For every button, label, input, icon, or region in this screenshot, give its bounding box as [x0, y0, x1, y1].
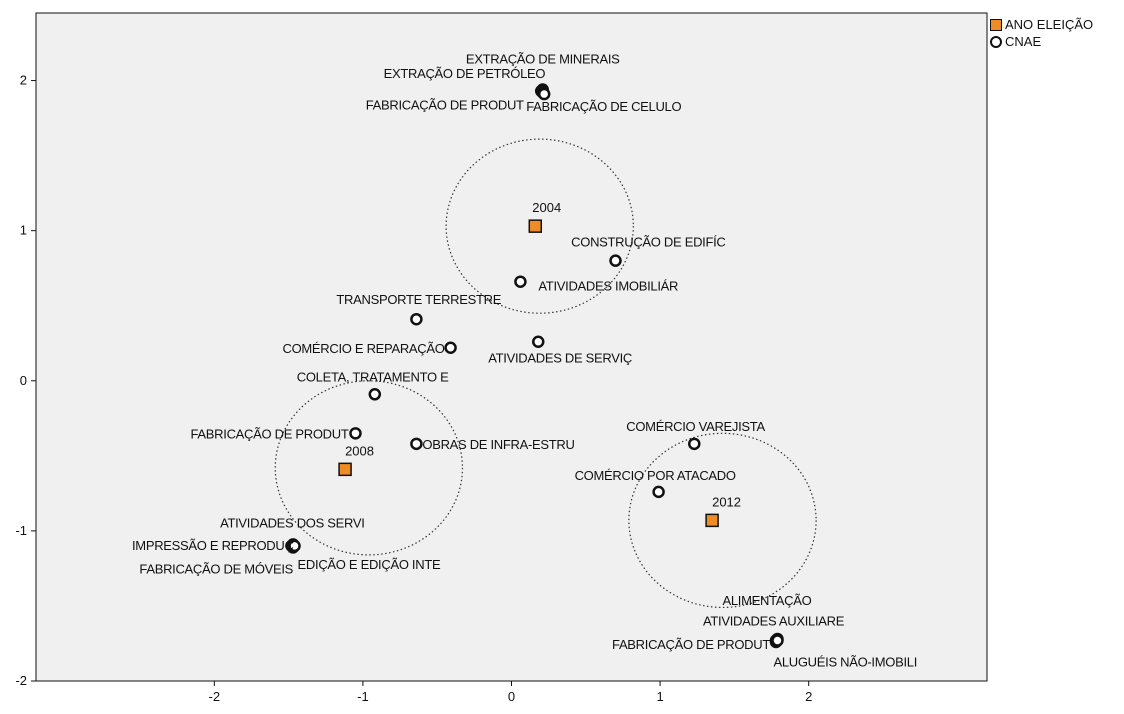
- point-label-cnae: FABRICAÇÃO DE PRODUT: [191, 426, 349, 441]
- point-label-cnae: EXTRAÇÃO DE PETRÓLEO: [384, 66, 546, 81]
- point-label-year: 2012: [712, 494, 741, 509]
- annotation-ellipses: [274, 138, 817, 609]
- x-tick-label: 1: [656, 689, 663, 704]
- x-tick-label: 2: [805, 689, 812, 704]
- legend-label: CNAE: [1005, 34, 1042, 49]
- point-label-year: 2008: [345, 443, 374, 458]
- point-label-cnae: ATIVIDADES DOS SERVI: [220, 515, 365, 530]
- legend-item-ano-eleicao: ANO ELEIÇÃO: [990, 16, 1093, 33]
- legend-label: ANO ELEIÇÃO: [1005, 17, 1094, 32]
- point-circle-10: [349, 427, 362, 440]
- point-label-cnae: FABRICAÇÃO DE PRODUT: [366, 98, 524, 113]
- point-square-2012: [705, 513, 719, 528]
- y-tick-label: -2: [15, 673, 27, 688]
- point-circle-21: [771, 634, 784, 647]
- point-label-cnae: COMÉRCIO VAREJISTA: [626, 419, 765, 434]
- point-square-2004: [528, 219, 543, 233]
- point-label-cnae: COMÉRCIO E REPARAÇÃO: [283, 341, 445, 356]
- y-tick-label: 1: [20, 223, 27, 238]
- point-label-cnae: IMPRESSÃO E REPRODUÇ: [132, 538, 294, 553]
- annotation-circle-2: [628, 432, 817, 609]
- point-label-cnae: ALIMENTAÇÃO: [722, 593, 811, 608]
- point-label-cnae: ATIVIDADES DE SERVIÇ: [488, 351, 632, 366]
- point-circle-6: [410, 312, 423, 326]
- annotation-circle-0: [445, 138, 634, 314]
- point-label-year: 2004: [532, 200, 561, 215]
- point-circle-8: [531, 335, 545, 348]
- point-label-cnae: EDIÇÃO E EDIÇÃO INTE: [298, 557, 441, 572]
- legend-item-cnae: CNAE: [990, 33, 1093, 50]
- point-label-cnae: FABRICAÇÃO DE CELULO: [526, 99, 681, 114]
- plot-background: [35, 12, 988, 682]
- data-points: [285, 83, 784, 649]
- point-circle-5: [514, 275, 527, 288]
- y-tick-label: 0: [20, 373, 27, 388]
- y-tick-label: -1: [15, 523, 27, 538]
- point-circle-9: [368, 388, 382, 401]
- x-tick-label: 0: [508, 689, 515, 704]
- point-label-cnae: CONSTRUÇÃO DE EDIFÍC: [571, 235, 725, 250]
- point-labels: 2004 2008 2012 EXTRAÇÃO DE MINERAISEXTRAÇÃO…: [132, 52, 917, 670]
- point-circle-4: [609, 254, 622, 267]
- point-label-cnae: ATIVIDADES IMOBILIÁR: [538, 279, 678, 294]
- x-tick-label: -1: [357, 689, 369, 704]
- point-label-cnae: COLETA, TRATAMENTO E: [297, 369, 449, 384]
- point-square-2008: [338, 462, 352, 477]
- legend-circle-icon: [990, 35, 1002, 48]
- axes: -2 -1 0 1 2 2 1 0 -1 -2: [15, 73, 812, 704]
- point-circle-7: [444, 341, 457, 355]
- x-tick-label: -2: [209, 689, 221, 704]
- point-label-cnae: ATIVIDADES AUXILIARE: [703, 613, 845, 628]
- point-label-cnae: EXTRAÇÃO DE MINERAIS: [466, 52, 620, 67]
- point-label-cnae: OBRAS DE INFRA-ESTRU: [422, 437, 574, 452]
- annotation-circle-1: [274, 380, 464, 556]
- point-label-cnae: FABRICAÇÃO DE PRODUT: [612, 637, 770, 652]
- point-label-cnae: COMÉRCIO POR ATACADO: [575, 468, 736, 483]
- y-tick-label: 2: [20, 73, 27, 88]
- point-label-cnae: ALUGUÉIS NÃO-IMOBILI: [773, 654, 917, 669]
- point-label-cnae: TRANSPORTE TERRESTRE: [336, 292, 501, 307]
- point-circle-11: [410, 437, 423, 451]
- point-circle-12: [688, 437, 701, 451]
- point-label-cnae: FABRICAÇÃO DE MÓVEIS: [139, 561, 293, 576]
- legend: ANO ELEIÇÃO CNAE: [990, 16, 1093, 50]
- legend-square-icon: [990, 18, 1002, 31]
- point-circle-17: [288, 539, 301, 553]
- point-circle-13: [652, 485, 665, 499]
- point-circle-3: [537, 87, 551, 101]
